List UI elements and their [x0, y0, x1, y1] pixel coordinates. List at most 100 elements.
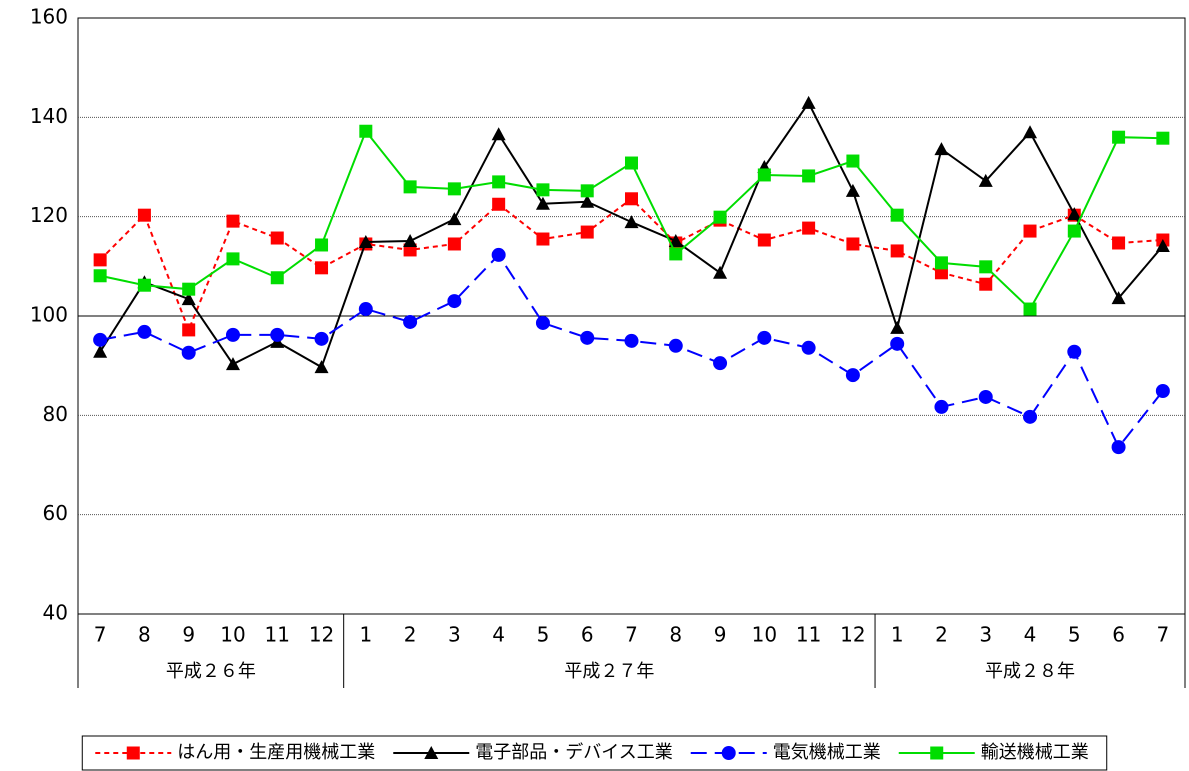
- marker: [492, 197, 506, 211]
- marker: [314, 360, 329, 374]
- marker: [1067, 224, 1081, 238]
- marker: [492, 175, 506, 189]
- marker: [846, 154, 860, 168]
- marker: [358, 234, 373, 248]
- group-label: 平成２６年: [166, 661, 256, 682]
- marker: [934, 399, 949, 414]
- x-tick-label: 1: [359, 623, 372, 647]
- marker: [535, 315, 550, 330]
- marker: [580, 225, 594, 239]
- x-tick-label: 8: [138, 623, 151, 647]
- marker: [713, 356, 728, 371]
- marker: [447, 182, 461, 196]
- marker: [491, 127, 506, 141]
- marker: [270, 271, 284, 285]
- marker: [181, 345, 196, 360]
- marker: [580, 194, 595, 208]
- y-tick-label: 160: [30, 5, 68, 29]
- marker: [934, 266, 948, 280]
- marker: [403, 234, 418, 248]
- marker: [270, 231, 284, 245]
- x-tick-label: 11: [796, 623, 821, 647]
- y-tick-label: 80: [43, 402, 68, 426]
- marker: [403, 314, 418, 329]
- marker: [1112, 130, 1126, 144]
- marker: [979, 277, 993, 291]
- marker: [358, 302, 373, 317]
- marker: [890, 320, 905, 334]
- marker: [137, 324, 152, 339]
- x-tick-label: 5: [537, 623, 550, 647]
- x-tick-label: 1: [891, 623, 904, 647]
- marker: [225, 327, 240, 342]
- legend-label: 電気機械工業: [773, 742, 881, 763]
- marker: [802, 169, 816, 183]
- marker: [182, 282, 196, 296]
- marker: [93, 253, 107, 267]
- marker: [669, 247, 683, 261]
- x-tick-label: 4: [1024, 623, 1037, 647]
- marker: [1112, 236, 1126, 250]
- legend-label: 電子部品・デバイス工業: [475, 742, 672, 763]
- marker: [625, 192, 638, 206]
- marker: [315, 238, 329, 252]
- x-tick-label: 2: [935, 623, 948, 647]
- marker: [226, 252, 240, 266]
- x-tick-label: 7: [1156, 623, 1169, 647]
- y-tick-label: 140: [30, 104, 68, 128]
- marker: [624, 215, 639, 229]
- marker: [359, 124, 373, 138]
- y-tick-label: 60: [43, 501, 68, 525]
- marker: [890, 208, 904, 222]
- x-tick-label: 12: [309, 623, 334, 647]
- y-tick-label: 100: [30, 303, 68, 327]
- marker: [757, 330, 772, 345]
- marker: [1023, 125, 1038, 139]
- marker: [580, 330, 595, 345]
- x-tick-label: 3: [979, 623, 992, 647]
- marker: [580, 184, 594, 198]
- marker: [1067, 207, 1082, 221]
- marker: [801, 340, 816, 355]
- marker: [93, 344, 108, 358]
- marker: [979, 260, 993, 274]
- x-tick-label: 2: [404, 623, 417, 647]
- legend: はん用・生産用機械工業 電子部品・デバイス工業 電気機械工業 輸送機械工業: [81, 735, 1108, 771]
- x-tick-label: 9: [714, 623, 727, 647]
- x-tick-label: 7: [94, 623, 107, 647]
- marker: [890, 336, 905, 351]
- marker: [491, 247, 506, 262]
- marker: [1023, 409, 1038, 424]
- x-tick-label: 10: [220, 623, 245, 647]
- marker: [93, 332, 108, 347]
- marker: [270, 327, 285, 342]
- marker: [536, 183, 550, 197]
- legend-marker: [126, 746, 140, 760]
- marker: [1067, 344, 1082, 359]
- marker: [447, 237, 461, 251]
- x-tick-label: 7: [625, 623, 638, 647]
- marker: [535, 196, 550, 210]
- marker: [93, 269, 107, 283]
- marker: [757, 233, 771, 247]
- marker: [802, 221, 816, 235]
- legend-label: はん用・生産用機械工業: [177, 742, 375, 763]
- marker: [757, 168, 771, 182]
- marker: [181, 292, 196, 306]
- marker: [846, 237, 860, 251]
- legend-label: 輸送機械工業: [981, 742, 1089, 763]
- marker: [845, 183, 860, 197]
- marker: [978, 389, 993, 404]
- marker: [1023, 224, 1037, 238]
- y-tick-label: 40: [43, 601, 68, 625]
- x-tick-label: 5: [1068, 623, 1081, 647]
- group-label: 平成２７年: [564, 661, 654, 682]
- x-tick-label: 10: [752, 623, 777, 647]
- marker: [315, 261, 329, 275]
- x-tick-label: 12: [840, 623, 865, 647]
- marker: [182, 323, 196, 337]
- marker: [1155, 238, 1170, 252]
- marker: [1023, 302, 1037, 316]
- marker: [1111, 291, 1126, 305]
